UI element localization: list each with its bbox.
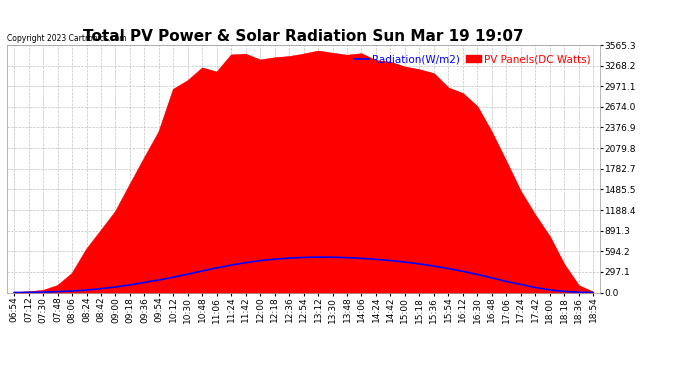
Title: Total PV Power & Solar Radiation Sun Mar 19 19:07: Total PV Power & Solar Radiation Sun Mar… (83, 29, 524, 44)
Text: Copyright 2023 Cartronics.com: Copyright 2023 Cartronics.com (7, 33, 126, 42)
Legend: Radiation(W/m2), PV Panels(DC Watts): Radiation(W/m2), PV Panels(DC Watts) (350, 50, 595, 69)
